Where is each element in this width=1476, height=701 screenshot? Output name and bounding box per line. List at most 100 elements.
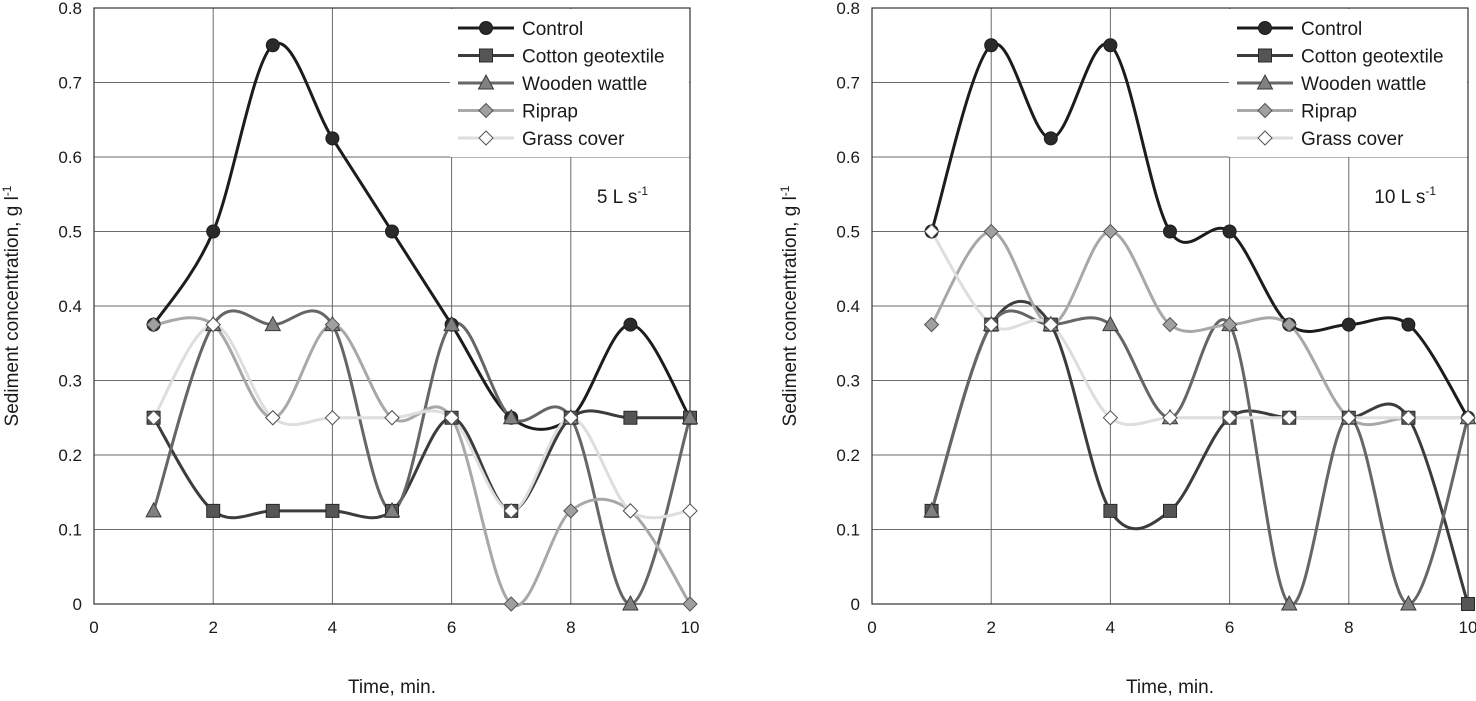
- data-point: [682, 503, 698, 519]
- series-markers-riprap: [145, 316, 698, 612]
- legend-marker: [1257, 102, 1273, 119]
- legend-label: Control: [1301, 19, 1362, 40]
- legend-label: Cotton geotextile: [1301, 47, 1444, 68]
- data-point: [1043, 131, 1058, 146]
- legend-marker: [1258, 21, 1272, 35]
- x-tick-label: 0: [867, 618, 876, 637]
- legend-item: Wooden wattle: [1237, 73, 1426, 95]
- data-point: [145, 410, 162, 426]
- data-point: [383, 501, 401, 518]
- data-point: [1341, 410, 1357, 426]
- flow-rate-annotation-sup: -1: [637, 184, 648, 198]
- y-tick-label: 0: [851, 595, 860, 614]
- data-point: [145, 501, 162, 518]
- data-point: [384, 410, 400, 426]
- series-riprap: [153, 316, 692, 608]
- x-tick-label: 8: [566, 618, 575, 637]
- data-point: [681, 408, 699, 425]
- series-line: [930, 309, 1470, 606]
- legend-item: Control: [458, 19, 583, 40]
- data-point: [1102, 315, 1119, 332]
- data-point: [324, 410, 341, 426]
- legend-label: Riprap: [1301, 102, 1357, 123]
- x-tick-label: 2: [208, 618, 217, 637]
- data-point: [1281, 316, 1297, 333]
- series-line: [153, 316, 692, 608]
- series-line: [152, 309, 692, 606]
- legend-label: Grass cover: [1301, 129, 1404, 150]
- x-tick-label: 4: [1106, 618, 1115, 637]
- data-point: [1162, 316, 1178, 333]
- x-tick-label: 2: [986, 618, 995, 637]
- data-point: [443, 315, 460, 332]
- data-point: [1102, 223, 1119, 240]
- data-point: [1222, 224, 1237, 239]
- x-tick-label: 6: [1225, 618, 1234, 637]
- y-tick-label: 0.2: [836, 446, 860, 465]
- plot-area: [871, 7, 1469, 605]
- data-point: [563, 410, 579, 426]
- y-tick-label: 0.7: [58, 74, 82, 93]
- legend-item: Cotton geotextile: [458, 47, 665, 68]
- data-point: [1341, 317, 1356, 332]
- data-point: [1102, 410, 1119, 426]
- flow-rate-annotation-sup: -1: [1425, 184, 1436, 198]
- data-point: [265, 38, 280, 53]
- data-point: [923, 501, 940, 518]
- y-tick-label: 0.8: [836, 0, 860, 18]
- chart-panel-2: 0 0.1 0.2 0.3 0.4 0.5 0.6 0.7 0.8 0 2 4 6 8 10 Time, mi…: [778, 0, 1476, 698]
- legend-label: Control: [522, 19, 583, 40]
- x-tick-label: 10: [1459, 618, 1476, 637]
- data-point: [324, 316, 341, 333]
- legend-marker: [1256, 73, 1274, 90]
- series-grass-cover: [152, 323, 691, 520]
- data-point: [984, 38, 999, 53]
- data-point: [1103, 503, 1118, 518]
- x-tick-label: 6: [447, 618, 456, 637]
- x-axis-title: Time, min.: [1126, 677, 1214, 698]
- data-point: [923, 223, 940, 240]
- data-point: [623, 410, 638, 425]
- y-tick-label: 0.3: [58, 372, 82, 391]
- legend: Control Cotton geotextile Wooden wattle Rip…: [1229, 9, 1467, 157]
- data-point: [1400, 410, 1417, 426]
- data-point: [206, 224, 221, 239]
- data-point: [443, 410, 460, 426]
- data-point: [983, 316, 999, 333]
- y-tick-label: 0.4: [836, 297, 860, 316]
- data-point: [325, 503, 340, 518]
- legend-item: Cotton geotextile: [1237, 47, 1444, 68]
- legend-marker: [477, 73, 495, 90]
- chart-panel-1: 0 0.1 0.2 0.3 0.4 0.5 0.6 0.7 0.8 0 2 4 6 8 10 Time, mi…: [0, 0, 699, 698]
- data-point: [325, 131, 340, 146]
- flow-rate-annotation: 5 L s-1: [597, 184, 648, 208]
- legend-item: Control: [1237, 19, 1362, 40]
- series-control: [152, 41, 692, 431]
- legend-label: Wooden wattle: [522, 74, 647, 95]
- series-cotton-geotextile: [930, 299, 1470, 605]
- y-tick-label: 0.6: [836, 148, 860, 167]
- series-group: [923, 38, 1476, 611]
- y-tick-label: 0.6: [58, 148, 82, 167]
- y-tick-label: 0.5: [836, 223, 860, 242]
- y-tick-label: 0.4: [58, 297, 82, 316]
- x-axis-title: Time, min.: [348, 677, 436, 698]
- data-point: [1163, 224, 1177, 239]
- data-point: [145, 316, 162, 333]
- data-point: [623, 317, 638, 332]
- legend-item: Riprap: [1237, 102, 1357, 123]
- flow-rate-annotation: 10 L s-1: [1374, 184, 1436, 208]
- data-point: [1461, 597, 1475, 611]
- series-markers-grass-cover: [923, 223, 1476, 426]
- data-point: [622, 594, 639, 611]
- data-point: [502, 408, 520, 425]
- x-tick-label: 0: [89, 618, 98, 637]
- x-tick-label: 4: [328, 618, 337, 637]
- y-axis-title: Sediment concentration, g l-1: [0, 185, 23, 426]
- y-tick-label: 0.5: [58, 223, 82, 242]
- y-tick-label: 0.3: [836, 372, 860, 391]
- data-point: [983, 223, 999, 240]
- data-point: [563, 503, 579, 519]
- y-tick-label: 0.2: [58, 446, 82, 465]
- series-wooden-wattle: [152, 309, 692, 606]
